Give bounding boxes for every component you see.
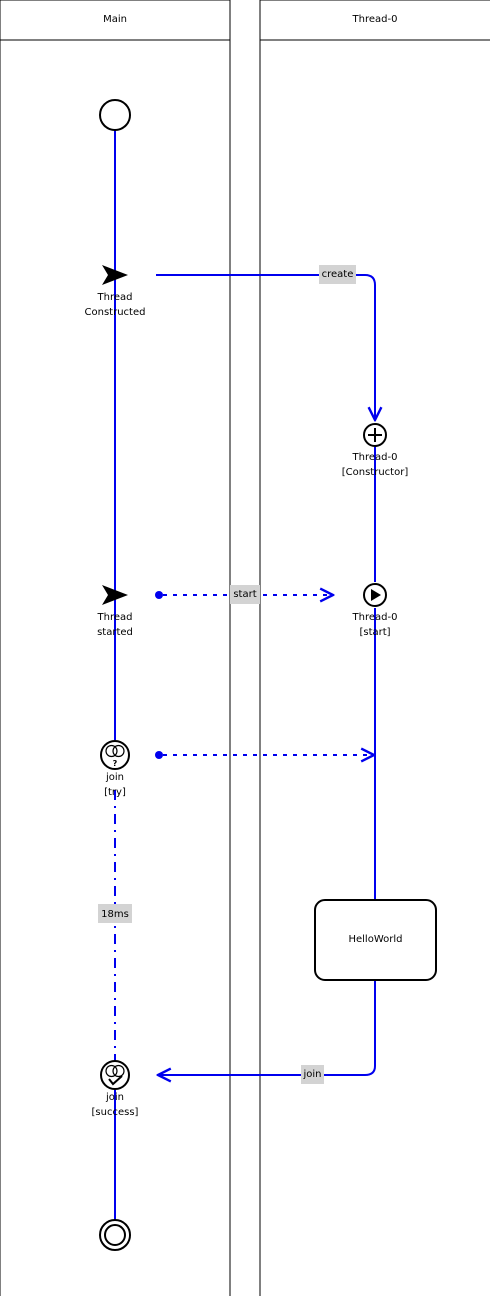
edge-join: join xyxy=(158,1065,376,1084)
node-label-line2: [try] xyxy=(104,787,126,798)
join-question-icon: ? xyxy=(100,740,130,770)
node-label-line2: [start] xyxy=(359,627,390,638)
edge-label-duration: 18ms xyxy=(101,909,129,920)
svg-text:?: ? xyxy=(113,759,118,768)
task-helloworld: HelloWorld xyxy=(314,899,437,981)
node-label-line2: Constructed xyxy=(85,307,146,318)
node-label-line1: Thread xyxy=(97,612,133,623)
send-icon xyxy=(102,585,128,605)
node-thread-started: Thread started xyxy=(97,585,133,638)
lane-main: Main xyxy=(0,0,231,1296)
lane-title-thread0: Thread-0 xyxy=(352,14,398,25)
lane-title-main: Main xyxy=(103,14,127,25)
node-label-line1: Thread-0 xyxy=(352,612,398,623)
node-thread0-constructor: Thread-0 [Constructor] xyxy=(342,423,409,478)
edge-label-start: start xyxy=(233,589,256,600)
node-label-line1: Thread-0 xyxy=(352,452,398,463)
edge-label-join: join xyxy=(302,1069,321,1080)
node-join-success: join [success] xyxy=(92,1060,139,1118)
task-label: HelloWorld xyxy=(348,934,402,945)
plus-circle-icon xyxy=(363,423,387,447)
node-join-try: ? join [try] xyxy=(100,740,130,798)
lane-thread0: Thread-0 xyxy=(259,0,490,1296)
edge-join-try xyxy=(155,751,374,759)
edge-create: create xyxy=(156,265,375,420)
node-label-line1: Thread xyxy=(97,292,133,303)
edge-label-bg xyxy=(230,585,260,604)
node-label-line1: join xyxy=(105,1092,124,1103)
play-circle-icon xyxy=(363,583,387,607)
node-thread0-start: Thread-0 [start] xyxy=(352,583,398,638)
node-thread-constructed: Thread Constructed xyxy=(85,265,146,318)
end-event xyxy=(99,1219,131,1251)
node-label-line1: join xyxy=(105,772,124,783)
edge-label-bg xyxy=(319,265,356,284)
node-label-line2: [Constructor] xyxy=(342,467,409,478)
join-check-icon xyxy=(100,1060,130,1090)
edge-label-create: create xyxy=(322,269,354,280)
edge-label-bg xyxy=(98,904,132,923)
send-icon xyxy=(102,265,128,285)
node-label-line2: [success] xyxy=(92,1107,139,1118)
node-label-line2: started xyxy=(97,627,133,638)
start-event xyxy=(99,99,131,131)
edge-duration: 18ms xyxy=(98,904,132,923)
edge-label-bg xyxy=(301,1065,324,1084)
edge-start: start xyxy=(155,585,333,604)
